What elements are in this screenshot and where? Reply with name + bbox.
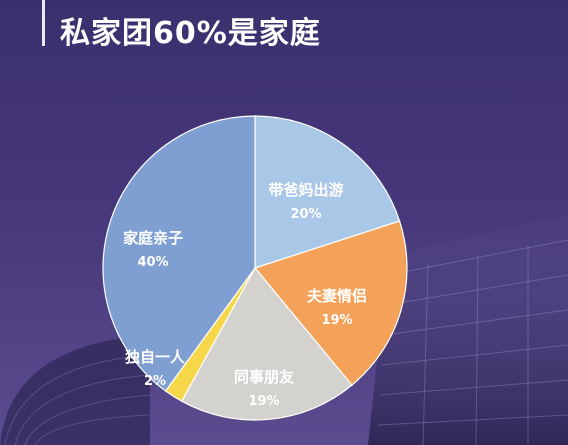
slice-label-3: 同事朋友 [234,368,294,386]
title-accent-bar [42,0,45,46]
page-title: 私家团60%是家庭 [60,16,321,51]
slice-value-label-5: 40% [137,255,168,270]
slice-label-4: 独自一人 [125,348,186,366]
slice-value-label-3: 19% [248,394,279,409]
pie-slice-5 [102,115,256,392]
pie-slice-2 [253,220,408,386]
dome-background-image [0,335,150,445]
slice-value-label-4: 2% [144,374,166,389]
slice-label-5: 家庭亲子 [123,229,183,247]
building-background-image [368,215,568,445]
slice-value-label-1: 20% [290,207,321,222]
slice-value-label-2: 19% [321,313,352,328]
slice-label-2: 夫妻情侣 [307,287,367,305]
pie-slice-3 [180,266,353,421]
slice-label-1: 带爸妈出游 [268,181,343,199]
pie-slice-1 [254,115,401,269]
